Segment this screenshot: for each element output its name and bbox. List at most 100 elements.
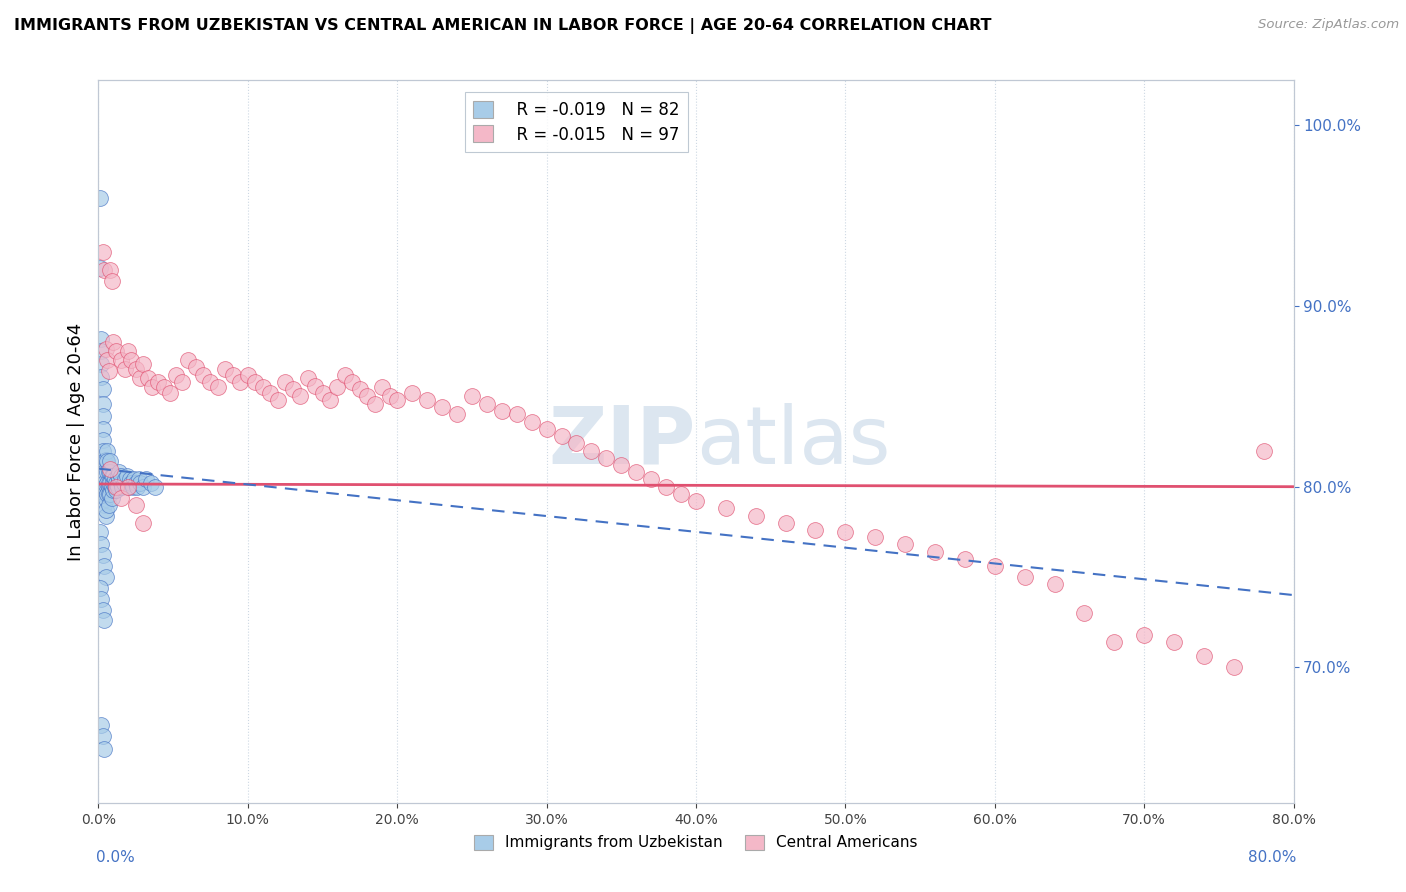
Point <box>94 478 117 492</box>
Y-axis label: In Labor Force | Age 20-64: In Labor Force | Age 20-64 <box>66 322 84 561</box>
Point <box>326 380 349 394</box>
Point <box>172 375 194 389</box>
Point <box>475 396 498 410</box>
Point <box>125 476 148 491</box>
Point <box>1223 660 1246 674</box>
Point <box>89 261 111 276</box>
Point <box>91 549 114 563</box>
Point <box>110 468 132 483</box>
Point <box>124 473 146 487</box>
Point <box>101 491 124 505</box>
Point <box>93 498 115 512</box>
Point <box>349 382 371 396</box>
Point <box>91 422 114 436</box>
Point <box>110 353 132 368</box>
Point <box>89 524 111 539</box>
Point <box>98 461 122 475</box>
Point <box>311 385 333 400</box>
Point <box>105 483 128 498</box>
Point <box>1073 606 1095 620</box>
Point <box>141 380 163 394</box>
Point <box>416 392 439 407</box>
Point <box>103 483 125 498</box>
Point <box>288 389 311 403</box>
Point <box>91 244 114 259</box>
Point <box>125 498 148 512</box>
Point <box>89 191 111 205</box>
Point <box>98 487 122 501</box>
Point <box>132 357 155 371</box>
Point <box>565 436 588 450</box>
Point <box>191 368 214 382</box>
Point <box>245 375 267 389</box>
Point <box>97 487 120 501</box>
Point <box>96 454 118 468</box>
Point <box>114 362 136 376</box>
Point <box>865 530 887 544</box>
Point <box>834 524 856 539</box>
Point <box>714 501 737 516</box>
Point <box>93 454 115 468</box>
Point <box>110 476 132 491</box>
Point <box>93 559 115 574</box>
Point <box>1253 443 1275 458</box>
Point <box>128 473 150 487</box>
Point <box>626 465 648 479</box>
Point <box>143 480 166 494</box>
Point <box>984 559 1007 574</box>
Point <box>94 503 117 517</box>
Point <box>97 364 120 378</box>
Point <box>91 729 114 743</box>
Point <box>129 476 152 491</box>
Point <box>97 465 120 479</box>
Text: IMMIGRANTS FROM UZBEKISTAN VS CENTRAL AMERICAN IN LABOR FORCE | AGE 20-64 CORREL: IMMIGRANTS FROM UZBEKISTAN VS CENTRAL AM… <box>14 18 991 34</box>
Point <box>200 375 222 389</box>
Point <box>153 380 176 394</box>
Point <box>207 380 229 394</box>
Point <box>165 368 187 382</box>
Point <box>96 465 118 479</box>
Point <box>107 468 129 483</box>
Point <box>1014 570 1036 584</box>
Point <box>120 476 142 491</box>
Point <box>333 368 356 382</box>
Point <box>91 602 114 616</box>
Point <box>94 452 117 467</box>
Point <box>356 389 378 403</box>
Point <box>97 480 120 494</box>
Point <box>90 591 112 606</box>
Point <box>364 396 387 410</box>
Point <box>1192 649 1215 664</box>
Point <box>94 492 117 507</box>
Point <box>90 369 112 384</box>
Point <box>401 385 423 400</box>
Point <box>104 480 127 494</box>
Point <box>281 382 304 396</box>
Point <box>120 353 142 368</box>
Point <box>159 385 181 400</box>
Point <box>94 508 117 523</box>
Text: ZIP: ZIP <box>548 402 696 481</box>
Point <box>114 473 136 487</box>
Point <box>319 392 342 407</box>
Point <box>385 392 409 407</box>
Point <box>94 570 117 584</box>
Point <box>96 487 118 501</box>
Point <box>97 476 120 491</box>
Point <box>132 480 155 494</box>
Point <box>98 454 122 468</box>
Point <box>446 408 468 422</box>
Point <box>96 353 118 368</box>
Point <box>108 473 131 487</box>
Point <box>104 473 127 487</box>
Point <box>101 468 124 483</box>
Point <box>136 371 159 385</box>
Point <box>953 552 976 566</box>
Point <box>214 362 236 376</box>
Point <box>685 494 707 508</box>
Point <box>894 537 917 551</box>
Point <box>90 357 112 371</box>
Point <box>103 335 125 350</box>
Point <box>129 371 152 385</box>
Point <box>105 344 128 359</box>
